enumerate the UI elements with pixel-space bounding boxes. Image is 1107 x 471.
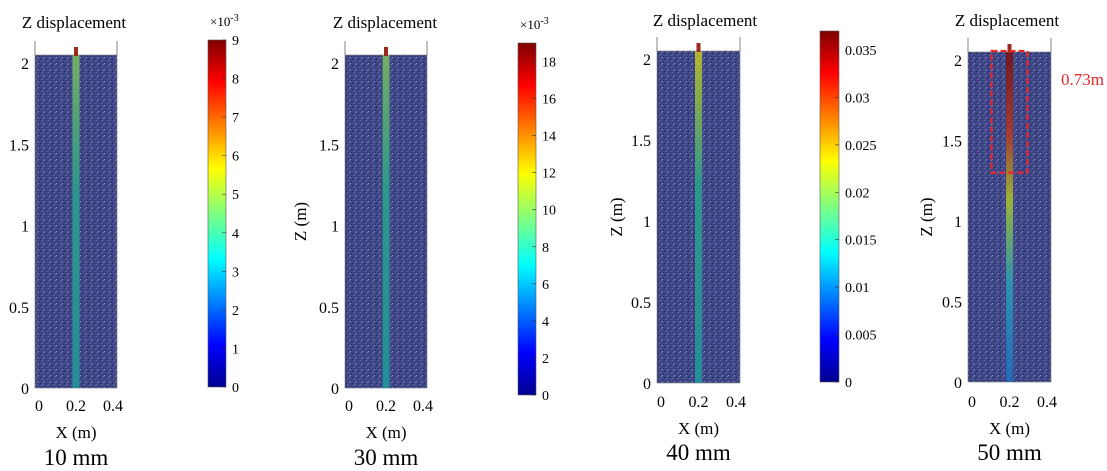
x-tick-label: 0 [657, 394, 665, 411]
colorbar-tick-label: 4 [542, 315, 549, 330]
x-tick-label: 0.4 [103, 398, 123, 415]
colorbar: 0 2 4 6 8 10 12 14 16 18 ×10-3 [517, 16, 556, 404]
panel-caption: 10 mm [44, 445, 109, 470]
colorbar-tick-label: 0 [232, 381, 239, 396]
y-tick-label: 0.5 [942, 295, 962, 312]
y-tick-label: 0.5 [9, 300, 29, 317]
annotation-label: 0.73m [1061, 70, 1104, 89]
colorbar-tick-label: 0.035 [845, 44, 877, 59]
panel-title: Z displacement [333, 13, 438, 32]
panel-caption: 40 mm [666, 440, 731, 465]
y-tick-label: 1 [21, 219, 29, 236]
panel-2: Z displacement 0 0.5 1 1.5 2 0 0.2 0.4 X (m) Z (m)… [291, 13, 556, 470]
x-tick-label: 0 [35, 398, 43, 415]
y-tick-label: 1.5 [9, 137, 29, 154]
colorbar-tick-label: 0.025 [845, 139, 877, 154]
y-tick-label: 2 [21, 56, 29, 73]
y-tick-label: 0.5 [319, 300, 339, 317]
colorbar-tick-label: 10 [542, 204, 556, 219]
y-tick-label: 2 [643, 52, 651, 69]
colorbar-tick-label: 1 [232, 342, 239, 357]
x-axis-label: X (m) [365, 423, 406, 442]
colorbar-tick-label: 6 [542, 278, 549, 293]
y-tick-label: 1 [954, 214, 962, 231]
colorbar-tick-label: 7 [232, 111, 239, 126]
y-tick-label: 2 [954, 53, 962, 70]
pile-column [695, 51, 702, 383]
panel-4: Z displacement 0 0.5 1 1.5 2 0 0.2 0.4 X (m) Z (m)… [917, 11, 1104, 465]
y-tick-label: 0.5 [631, 295, 651, 312]
pile-head [696, 43, 701, 52]
x-tick-label: 0.2 [66, 398, 86, 415]
panel-title: Z displacement [653, 11, 758, 30]
colorbar-tick-label: 0.03 [845, 91, 870, 106]
colorbar-tick-label: 0.02 [845, 186, 870, 201]
x-tick-label: 0.2 [376, 398, 396, 415]
panel-title: Z displacement [22, 13, 127, 32]
y-axis-label: Z (m) [291, 202, 310, 241]
colorbar-tick-label: 16 [542, 93, 556, 108]
x-tick-label: 0.2 [1000, 394, 1020, 411]
panel-title: Z displacement [955, 11, 1060, 30]
x-tick-label: 0 [345, 398, 353, 415]
y-tick-label: 0 [954, 375, 962, 392]
y-tick-label: 1.5 [942, 134, 962, 151]
y-tick-label: 1 [331, 219, 339, 236]
colorbar-tick-label: 8 [232, 73, 239, 88]
pile-column [72, 55, 80, 388]
y-tick-label: 1.5 [319, 137, 339, 154]
pile-head [1007, 44, 1012, 53]
colorbar-gradient [819, 30, 840, 383]
panel-1: Z displacement 0 0.5 1 1.5 2 0 0.2 0.4 X (m) 10 mm… [9, 13, 239, 470]
y-axis-label: Z (m) [607, 197, 626, 236]
y-tick-label: 1 [643, 214, 651, 231]
y-tick-label: 0 [331, 381, 339, 398]
y-tick-label: 0 [643, 376, 651, 393]
annotation-box [990, 49, 1029, 174]
colorbar-tick-label: 4 [232, 227, 239, 242]
colorbar-tick-label: 18 [542, 56, 556, 71]
y-tick-label: 1.5 [631, 133, 651, 150]
x-axis-label: X (m) [55, 423, 96, 442]
colorbar-exponent: ×10-3 [210, 13, 239, 29]
colorbar-tick-label: 0 [542, 389, 549, 404]
panel-caption: 30 mm [354, 445, 419, 470]
y-tick-label: 0 [21, 381, 29, 398]
y-tick-label: 2 [331, 56, 339, 73]
panel-3: Z displacement 0 0.5 1 1.5 2 0 0.2 0.4 X (m) Z (m)… [607, 11, 877, 465]
colorbar-tick-label: 12 [542, 167, 556, 182]
x-tick-label: 0.4 [726, 394, 746, 411]
pile-column [1006, 52, 1013, 382]
pile-column [382, 55, 390, 388]
colorbar: 0 0.005 0.01 0.015 0.02 0.025 0.03 0.035 [819, 30, 877, 391]
x-axis-label: X (m) [678, 419, 719, 438]
colorbar-tick-label: 6 [232, 150, 239, 165]
colorbar-tick-label: 0.01 [845, 281, 870, 296]
colorbar-gradient [207, 39, 227, 388]
panel-caption: 50 mm [977, 440, 1042, 465]
x-axis-label: X (m) [989, 419, 1030, 438]
colorbar-tick-label: 5 [232, 188, 239, 203]
colorbar-tick-label: 14 [542, 130, 556, 145]
x-tick-label: 0 [968, 394, 976, 411]
colorbar-exponent: ×10-3 [520, 16, 549, 32]
colorbar-tick-label: 0.015 [845, 234, 877, 249]
y-axis-label: Z (m) [917, 197, 936, 236]
pile-head [74, 47, 78, 56]
colorbar: 0 1 2 3 4 5 6 7 8 9 ×10-3 [207, 13, 239, 396]
colorbar-tick-label: 9 [232, 34, 239, 49]
pile-head [384, 47, 388, 56]
colorbar-tick-label: 8 [542, 241, 549, 256]
colorbar-tick-label: 2 [542, 352, 549, 367]
x-tick-label: 0.2 [689, 394, 709, 411]
colorbar-tick-label: 0 [845, 376, 852, 391]
colorbar-gradient [517, 42, 537, 396]
colorbar-tick-label: 2 [232, 304, 239, 319]
x-tick-label: 0.4 [413, 398, 433, 415]
x-tick-label: 0.4 [1037, 394, 1057, 411]
colorbar-tick-label: 0.005 [845, 329, 877, 344]
colorbar-tick-label: 3 [232, 265, 239, 280]
